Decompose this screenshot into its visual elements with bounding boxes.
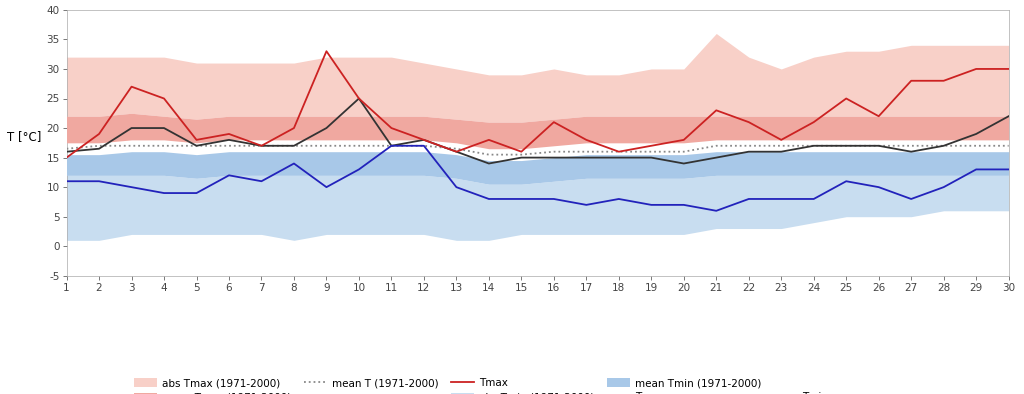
Y-axis label: T [°C]: T [°C]: [7, 130, 41, 143]
Legend: abs Tmax (1971-2000), mean Tmax (1971-2000), mean T (1971-2000), , Tmax, abs Tmi: abs Tmax (1971-2000), mean Tmax (1971-20…: [130, 374, 833, 394]
